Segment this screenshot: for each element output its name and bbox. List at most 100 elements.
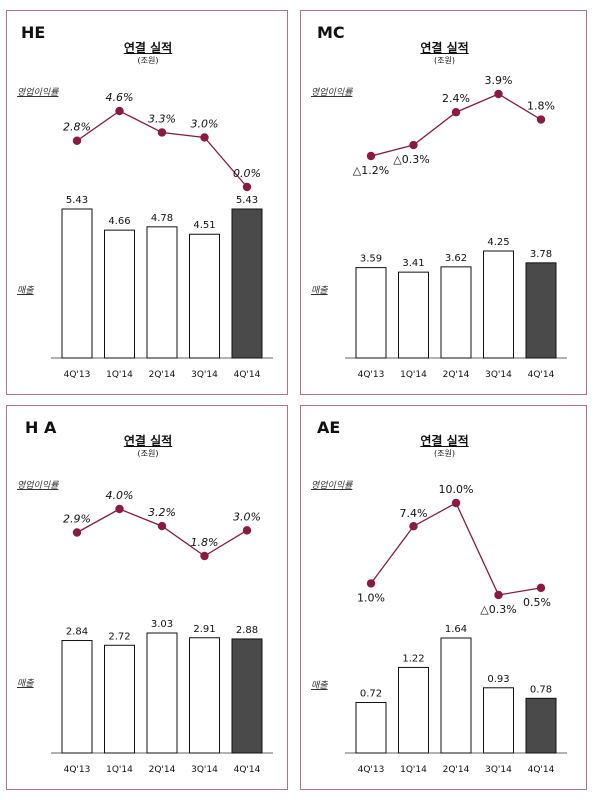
margin-value-label: 2.4%	[442, 92, 470, 105]
sales-bar	[483, 250, 514, 359]
panel-mc: MC 연결 실적 (조원) 영업이익률 매출 3.59 4Q'13 3.41 1Q'1…	[300, 10, 587, 395]
chart-svg: 2.84 4Q'13 2.72 1Q'14 3.03 2Q'14 2.91 3Q'14 2.88…	[51, 489, 273, 775]
panel-he: HE 연결 실적 (조원) 영업이익률 매출 5.43 4Q'13 4.66 1Q'1…	[6, 10, 288, 395]
margin-value-label: 4.0%	[106, 489, 134, 502]
sales-value-label: 3.03	[151, 619, 173, 630]
x-tick-label: 1Q'14	[400, 765, 427, 775]
sales-bar	[61, 640, 93, 754]
sales-label: 매출	[17, 679, 34, 689]
margin-value-label: △1.2%	[353, 164, 389, 177]
op-margin-label: 영업이익률	[17, 88, 59, 98]
sales-bar	[189, 637, 220, 754]
segment-name: H A	[25, 418, 57, 437]
x-tick-label: 2Q'14	[149, 765, 176, 775]
sales-value-label: 4.25	[487, 237, 509, 248]
margin-point	[494, 590, 503, 600]
chart-title: 연결 실적	[123, 41, 173, 55]
sales-label: 매출	[311, 681, 328, 691]
x-tick-label: 4Q'13	[64, 370, 91, 380]
margin-value-label: △0.3%	[393, 153, 429, 166]
sales-value-label: 0.93	[487, 674, 509, 685]
chart-svg: 3.59 4Q'13 3.41 1Q'14 3.62 2Q'14 4.25 3Q'14 3.78…	[345, 74, 567, 380]
sales-bar	[231, 638, 263, 754]
x-tick-label: 4Q'13	[358, 765, 385, 775]
margin-point	[242, 182, 252, 192]
sales-bar	[146, 226, 178, 359]
x-tick-label: 3Q'14	[191, 370, 218, 380]
sales-bar	[104, 229, 135, 359]
margin-value-label: 10.0%	[439, 483, 474, 496]
sales-value-label: 4.51	[193, 220, 215, 231]
margin-point	[494, 89, 503, 99]
margin-point	[409, 522, 418, 531]
sales-bar	[440, 637, 472, 754]
margin-value-label: 3.3%	[148, 112, 176, 125]
sales-bar	[104, 644, 135, 754]
chart-title: 연결 실적	[420, 41, 469, 55]
margin-point	[366, 151, 376, 161]
x-tick-label: 1Q'14	[106, 765, 133, 775]
x-tick-label: 1Q'14	[106, 370, 133, 380]
sales-bar	[483, 687, 514, 754]
chart-title: 연결 실적	[420, 434, 469, 448]
margin-point	[366, 579, 376, 588]
margin-value-label: 2.8%	[63, 121, 91, 134]
sales-value-label: 3.62	[445, 253, 467, 264]
chart-svg: 5.43 4Q'13 4.66 1Q'14 4.78 2Q'14 4.51 3Q'14 5.43…	[51, 91, 273, 380]
sales-bar	[61, 208, 93, 359]
sales-bar	[189, 233, 220, 359]
margin-point	[157, 128, 167, 137]
sales-label: 매출	[17, 286, 34, 296]
x-tick-label: 4Q'13	[64, 765, 91, 775]
op-margin-label: 영업이익률	[311, 481, 353, 491]
x-tick-label: 4Q'14	[234, 370, 261, 380]
sales-bar	[355, 702, 387, 754]
margin-point	[72, 528, 82, 537]
margin-value-label: 7.4%	[400, 507, 428, 520]
sales-value-label: 2.84	[66, 627, 88, 638]
sales-value-label: 4.66	[108, 216, 130, 227]
sales-value-label: 3.78	[530, 249, 552, 260]
unit-label: (조원)	[434, 449, 455, 458]
sales-bar	[525, 262, 557, 359]
sales-bar	[440, 266, 472, 359]
chart-title: 연결 실적	[123, 434, 173, 448]
sales-value-label: 4.78	[151, 213, 173, 224]
op-margin-label: 영업이익률	[311, 88, 353, 98]
margin-value-label: 1.0%	[357, 591, 385, 604]
x-tick-label: 3Q'14	[485, 370, 512, 380]
unit-label: (조원)	[137, 449, 159, 458]
panel-ha: H A 연결 실적 (조원) 영업이익률 매출 2.84 4Q'13 2.72 1Q'…	[6, 405, 288, 790]
margin-point	[72, 136, 82, 145]
margin-value-label: 3.2%	[148, 506, 176, 519]
x-tick-label: 4Q'14	[528, 765, 555, 775]
x-tick-label: 3Q'14	[485, 765, 512, 775]
x-tick-label: 4Q'14	[234, 765, 261, 775]
margin-line	[370, 502, 542, 596]
sales-value-label: 0.72	[360, 689, 382, 700]
chart-svg: 0.72 4Q'13 1.22 1Q'14 1.64 2Q'14 0.93 3Q'14 0.78…	[345, 483, 567, 775]
sales-value-label: 2.72	[108, 631, 130, 642]
margin-value-label: 3.0%	[191, 117, 219, 130]
margin-value-label: 2.9%	[63, 513, 91, 526]
margin-point	[115, 106, 124, 116]
x-tick-label: 2Q'14	[443, 370, 470, 380]
segment-name: HE	[21, 23, 46, 42]
margin-point	[536, 115, 546, 124]
x-tick-label: 2Q'14	[443, 765, 470, 775]
op-margin-label: 영업이익률	[17, 481, 59, 491]
sales-value-label: 5.43	[236, 195, 258, 206]
margin-value-label: 3.9%	[485, 74, 513, 87]
margin-value-label: 1.8%	[527, 100, 555, 113]
sales-value-label: 1.64	[445, 624, 467, 635]
sales-value-label: 0.78	[530, 684, 552, 695]
x-tick-label: 4Q'13	[358, 370, 385, 380]
sales-bar	[525, 697, 557, 754]
margin-point	[409, 140, 418, 150]
unit-label: (조원)	[434, 56, 455, 65]
margin-value-label: 1.8%	[191, 536, 219, 549]
unit-label: (조원)	[137, 56, 159, 65]
sales-bar	[231, 208, 263, 359]
x-tick-label: 4Q'14	[528, 370, 555, 380]
sales-bar	[355, 267, 387, 359]
